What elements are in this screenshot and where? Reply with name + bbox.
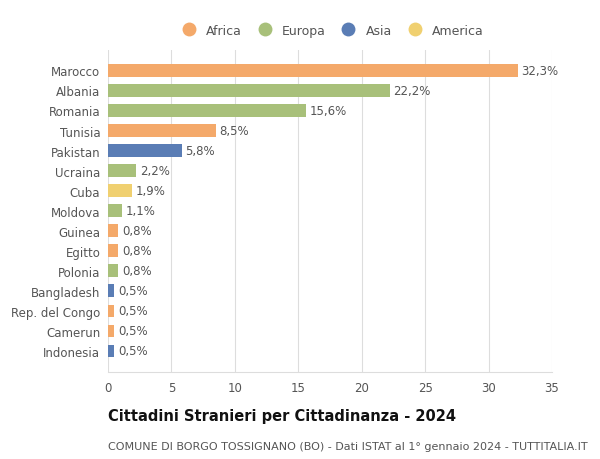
Text: 0,5%: 0,5%: [118, 285, 148, 297]
Bar: [108, 65, 518, 78]
Bar: [108, 185, 132, 197]
Bar: [108, 145, 182, 157]
Text: 2,2%: 2,2%: [140, 165, 170, 178]
Text: 0,8%: 0,8%: [122, 224, 152, 238]
Text: 0,5%: 0,5%: [118, 345, 148, 358]
Bar: [108, 85, 389, 97]
Text: 8,5%: 8,5%: [220, 125, 249, 138]
Bar: [108, 345, 115, 357]
Text: 1,9%: 1,9%: [136, 185, 166, 198]
Text: 15,6%: 15,6%: [310, 105, 347, 118]
Bar: [108, 325, 115, 337]
Text: 32,3%: 32,3%: [521, 65, 559, 78]
Text: 0,8%: 0,8%: [122, 264, 152, 278]
Text: 0,8%: 0,8%: [122, 245, 152, 257]
Bar: [108, 245, 118, 257]
Legend: Africa, Europa, Asia, America: Africa, Europa, Asia, America: [176, 25, 484, 38]
Bar: [108, 265, 118, 277]
Bar: [108, 105, 306, 118]
Bar: [108, 125, 216, 137]
Text: 0,5%: 0,5%: [118, 325, 148, 337]
Text: 22,2%: 22,2%: [394, 85, 431, 98]
Text: Cittadini Stranieri per Cittadinanza - 2024: Cittadini Stranieri per Cittadinanza - 2…: [108, 409, 456, 424]
Text: 0,5%: 0,5%: [118, 305, 148, 318]
Bar: [108, 305, 115, 317]
Text: 1,1%: 1,1%: [126, 205, 155, 218]
Bar: [108, 165, 136, 177]
Bar: [108, 225, 118, 237]
Bar: [108, 205, 122, 217]
Bar: [108, 285, 115, 297]
Text: COMUNE DI BORGO TOSSIGNANO (BO) - Dati ISTAT al 1° gennaio 2024 - TUTTITALIA.IT: COMUNE DI BORGO TOSSIGNANO (BO) - Dati I…: [108, 441, 587, 451]
Text: 5,8%: 5,8%: [185, 145, 215, 158]
